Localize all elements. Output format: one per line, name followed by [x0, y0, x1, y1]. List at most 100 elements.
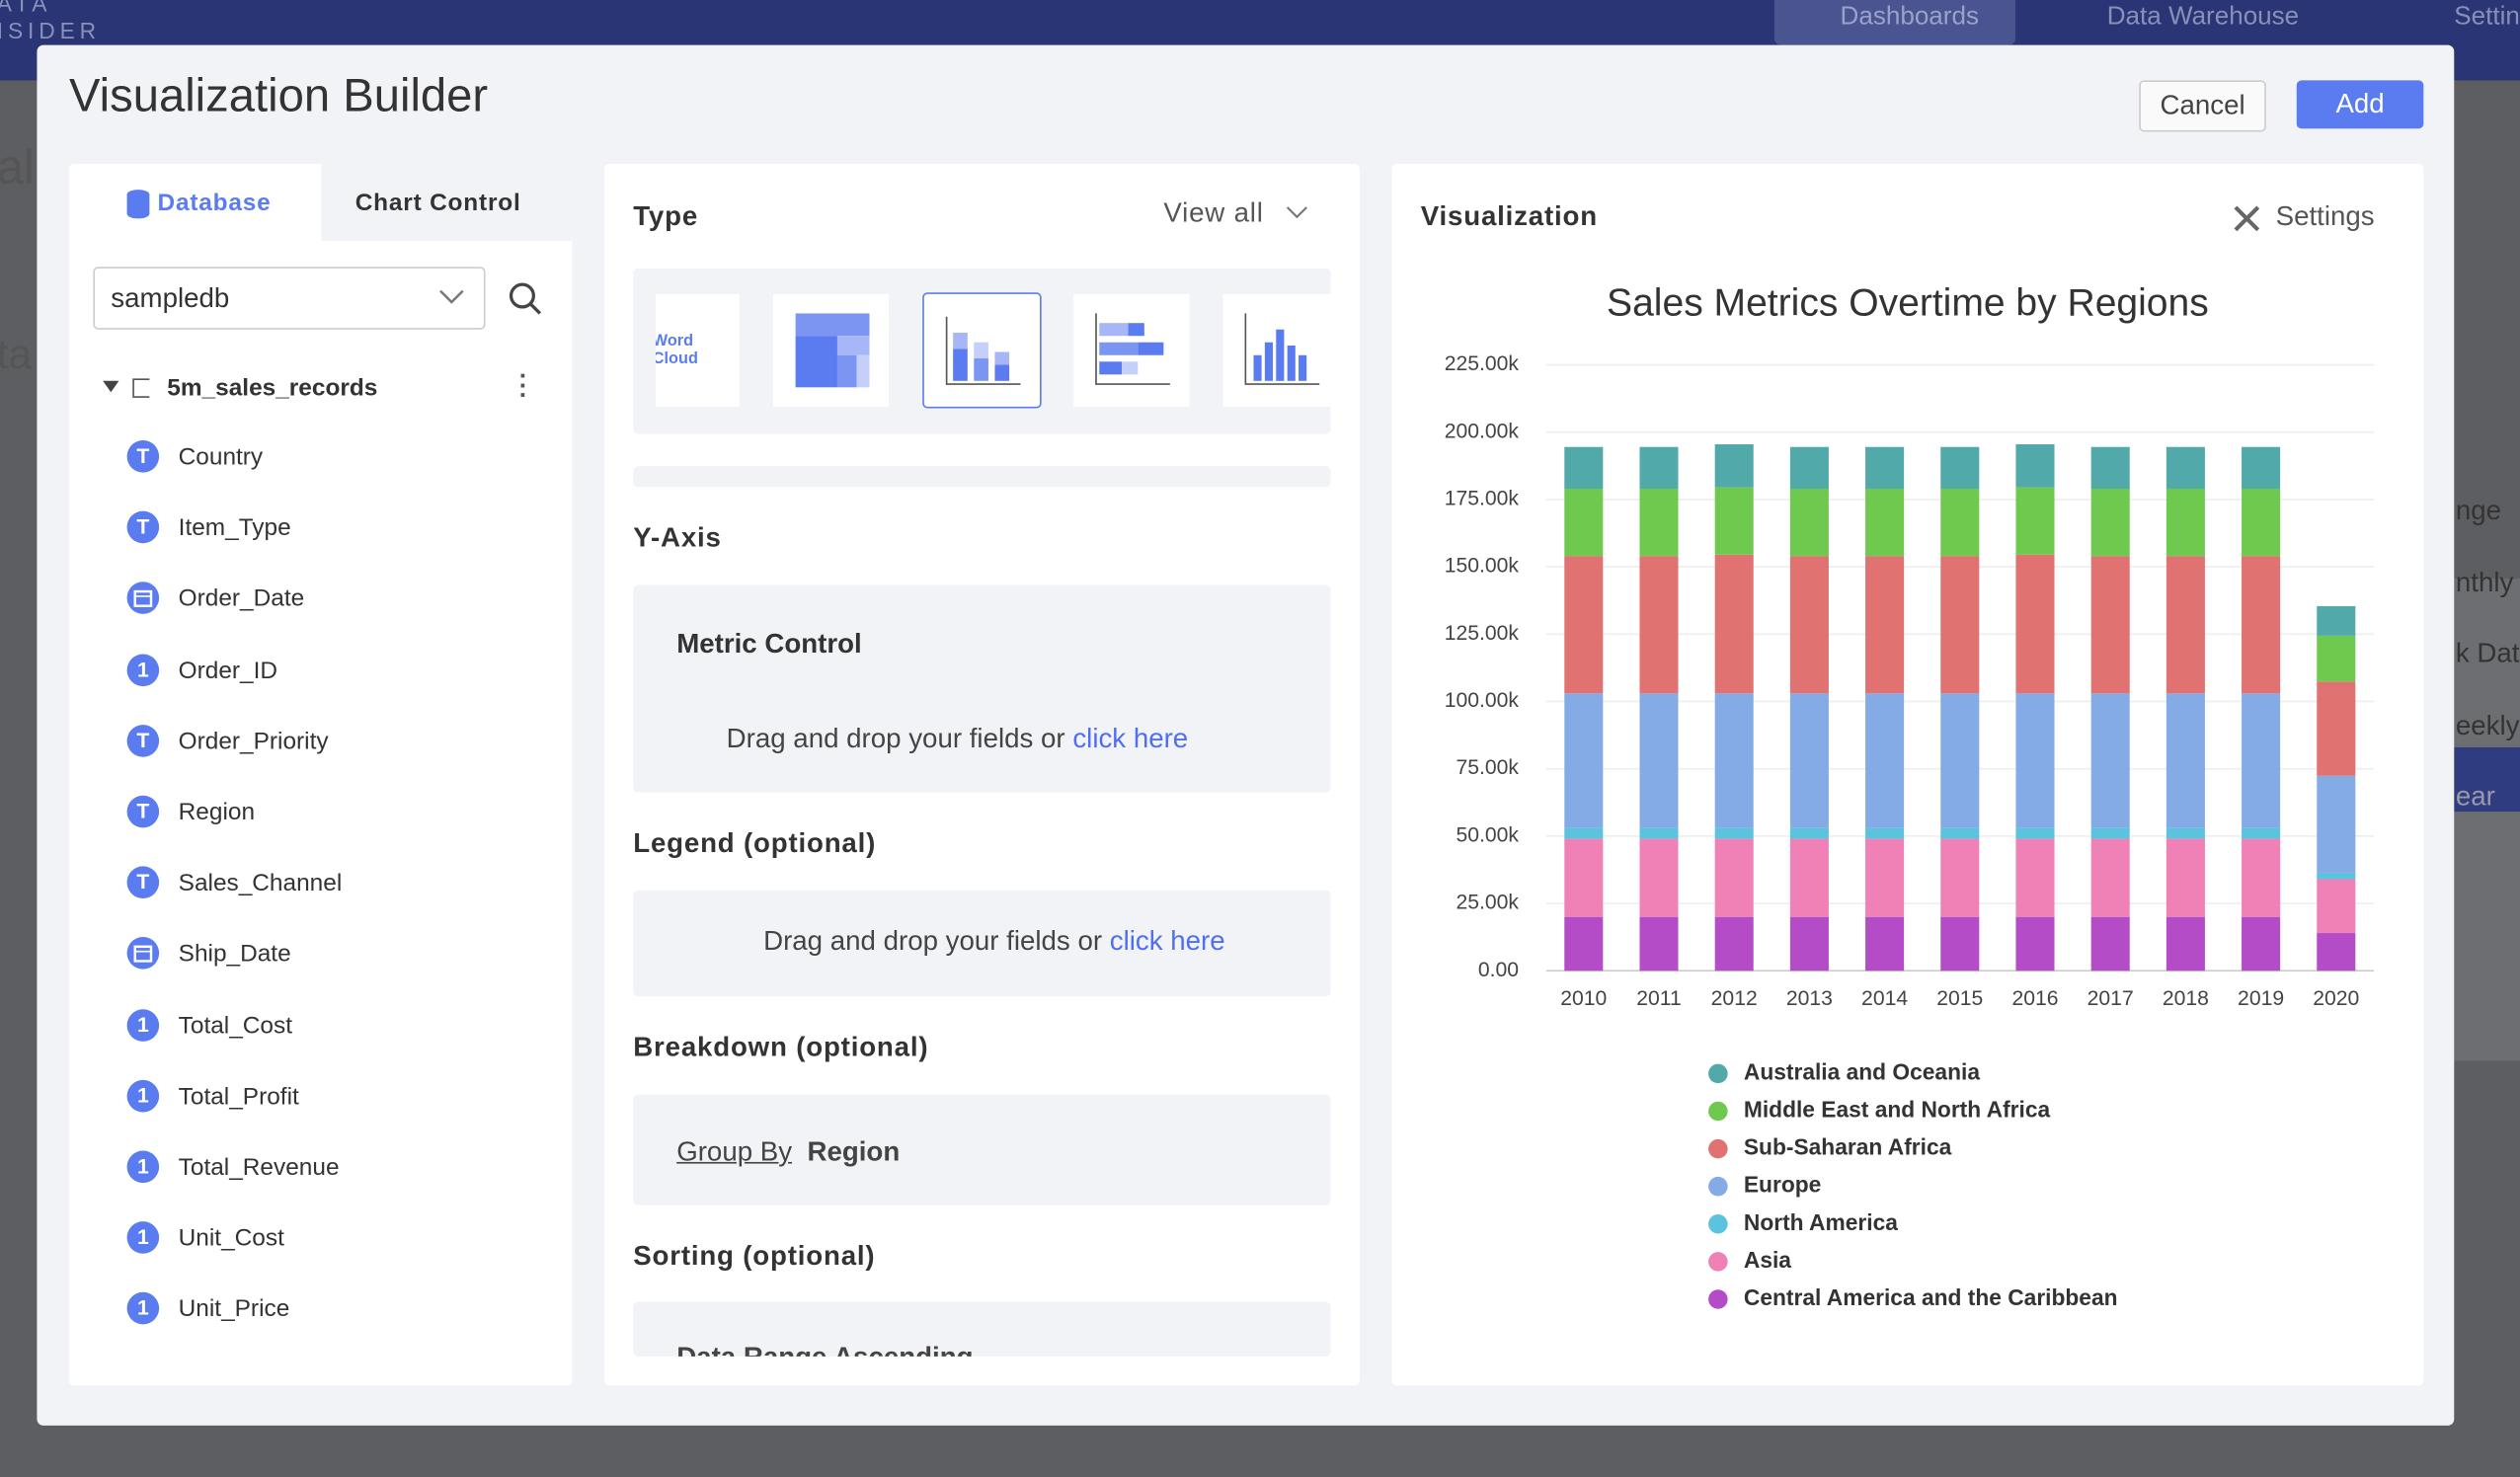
- bar-segment: [1715, 555, 1754, 693]
- tab[interactable]: Database: [157, 190, 271, 217]
- bar-segment: [1940, 489, 1979, 556]
- field[interactable]: TSales_Channel: [127, 867, 529, 902]
- field[interactable]: TCountry: [127, 440, 529, 476]
- field-name: Order_Date: [179, 585, 305, 613]
- field-name: Item_Type: [179, 514, 291, 542]
- bar-segment: [2015, 555, 2054, 693]
- bar-segment: [1564, 447, 1603, 489]
- tab[interactable]: Chart Control: [355, 190, 521, 217]
- field[interactable]: 1Order_ID: [127, 654, 529, 689]
- field[interactable]: 1Total_Revenue: [127, 1151, 529, 1187]
- cancel-button[interactable]: Cancel: [2139, 80, 2266, 131]
- bar-segment: [1865, 556, 1904, 693]
- section-title: Legend (optional): [633, 827, 876, 860]
- field[interactable]: TRegion: [127, 796, 529, 831]
- bar-segment: [2015, 917, 2054, 972]
- field-name: Sales_Channel: [179, 870, 343, 897]
- database-panel: Database Chart Control sampledb 5m_sales…: [69, 164, 572, 1385]
- bar-segment: [2091, 489, 2130, 556]
- y-tick-label: 225.00k: [1445, 352, 1520, 375]
- chart-type[interactable]: [773, 294, 889, 407]
- add-button[interactable]: Add: [2297, 80, 2424, 128]
- field[interactable]: 1Total_Profit: [127, 1080, 529, 1116]
- bar-segment: [1865, 489, 1904, 556]
- nav-item[interactable]: Settin: [2454, 3, 2520, 32]
- chart-type[interactable]: Word Cloud: [656, 294, 740, 407]
- x-tick-label: 2019: [2238, 987, 2284, 1010]
- bar-segment: [2166, 556, 2205, 693]
- field-icon: T: [127, 440, 160, 473]
- field-name: Unit_Cost: [179, 1225, 284, 1253]
- field[interactable]: 1Unit_Price: [127, 1292, 529, 1328]
- search-icon[interactable]: [508, 281, 543, 317]
- metric-title: Metric Control: [676, 628, 862, 661]
- field-name: Total_Profit: [179, 1083, 299, 1111]
- legend-label: Australia and Oceania: [1744, 1058, 1980, 1084]
- table-name[interactable]: 5m_sales_records: [167, 374, 377, 402]
- chart-type[interactable]: [1223, 294, 1331, 407]
- bg-text: ta: [0, 330, 32, 379]
- bar-segment: [2166, 917, 2205, 972]
- bar-segment: [2242, 828, 2280, 839]
- bar-segment: [2091, 839, 2130, 917]
- bar-segment: [1865, 917, 1904, 972]
- x-tick-label: 2018: [2163, 987, 2209, 1010]
- field[interactable]: TOrder_Priority: [127, 725, 529, 760]
- legend-dropzone[interactable]: Drag and drop your fields or click here: [633, 891, 1330, 996]
- sorting-box[interactable]: Data Range Ascending: [633, 1302, 1330, 1357]
- view-all[interactable]: View all: [1163, 197, 1263, 230]
- bar-segment: [2166, 693, 2205, 827]
- y-tick-label: 150.00k: [1445, 555, 1520, 578]
- legend-label: Middle East and North Africa: [1744, 1097, 2051, 1123]
- bar-segment: [2015, 444, 2054, 488]
- section-title: Sorting (optional): [633, 1241, 875, 1274]
- sort-value: Data Range Ascending: [676, 1342, 973, 1357]
- bar-segment: [1940, 556, 1979, 693]
- chart-type[interactable]: [922, 292, 1041, 408]
- x-tick-label: 2014: [1861, 987, 1908, 1010]
- bar-segment: [2242, 839, 2280, 917]
- bar-segment: [2091, 917, 2130, 972]
- field-name: Total_Revenue: [179, 1154, 340, 1182]
- field[interactable]: 1Unit_Cost: [127, 1221, 529, 1257]
- field[interactable]: Ship_Date: [127, 938, 529, 973]
- config-panel: Type View all Word Cloud Y-Axis Metric C…: [604, 164, 1360, 1385]
- bar-segment: [1865, 828, 1904, 839]
- bg-text: k Date: [2456, 619, 2520, 690]
- x-tick-label: 2010: [1560, 987, 1607, 1010]
- field[interactable]: 1Total_Cost: [127, 1009, 529, 1045]
- field-icon: [127, 938, 160, 971]
- visualization-panel: Visualization Settings Sales Metrics Ove…: [1391, 164, 2423, 1385]
- field-icon: [127, 583, 160, 615]
- breakdown-box[interactable]: Group By Region: [633, 1095, 1330, 1205]
- metric-dropzone[interactable]: Metric Control Drag and drop your fields…: [633, 585, 1330, 793]
- bar-segment: [1639, 693, 1678, 827]
- bar-segment: [1715, 693, 1754, 827]
- bar-segment: [2242, 693, 2280, 827]
- bg-text: eekly: [2456, 690, 2520, 761]
- bar-segment: [1940, 447, 1979, 489]
- bar-segment: [2317, 606, 2355, 636]
- chart-title: Sales Metrics Overtime by Regions: [1607, 282, 2209, 325]
- bg-text: nthly: [2456, 547, 2520, 618]
- field-name: Order_ID: [179, 657, 277, 684]
- legend-label: Sub-Saharan Africa: [1744, 1134, 1952, 1160]
- group-by[interactable]: Group By: [676, 1136, 792, 1167]
- section-title: Breakdown (optional): [633, 1032, 928, 1064]
- click-here[interactable]: click here: [1072, 724, 1188, 754]
- nav-item[interactable]: Data Warehouse: [2107, 3, 2299, 32]
- nav-item[interactable]: Dashboards: [1841, 3, 1979, 32]
- y-tick-label: 175.00k: [1445, 487, 1520, 509]
- bar-segment: [1865, 447, 1904, 489]
- x-tick-label: 2016: [2011, 987, 2058, 1010]
- bar-segment: [1564, 917, 1603, 972]
- chart-type[interactable]: [1073, 294, 1189, 407]
- legend-swatch: [1708, 1139, 1728, 1159]
- click-here[interactable]: click here: [1110, 926, 1225, 957]
- bg-text: ear: [2456, 762, 2520, 833]
- field[interactable]: TItem_Type: [127, 511, 529, 547]
- bar-segment: [1639, 489, 1678, 556]
- field[interactable]: Order_Date: [127, 583, 529, 618]
- section-title: Y-Axis: [633, 522, 721, 555]
- db-select[interactable]: sampledb: [93, 267, 485, 329]
